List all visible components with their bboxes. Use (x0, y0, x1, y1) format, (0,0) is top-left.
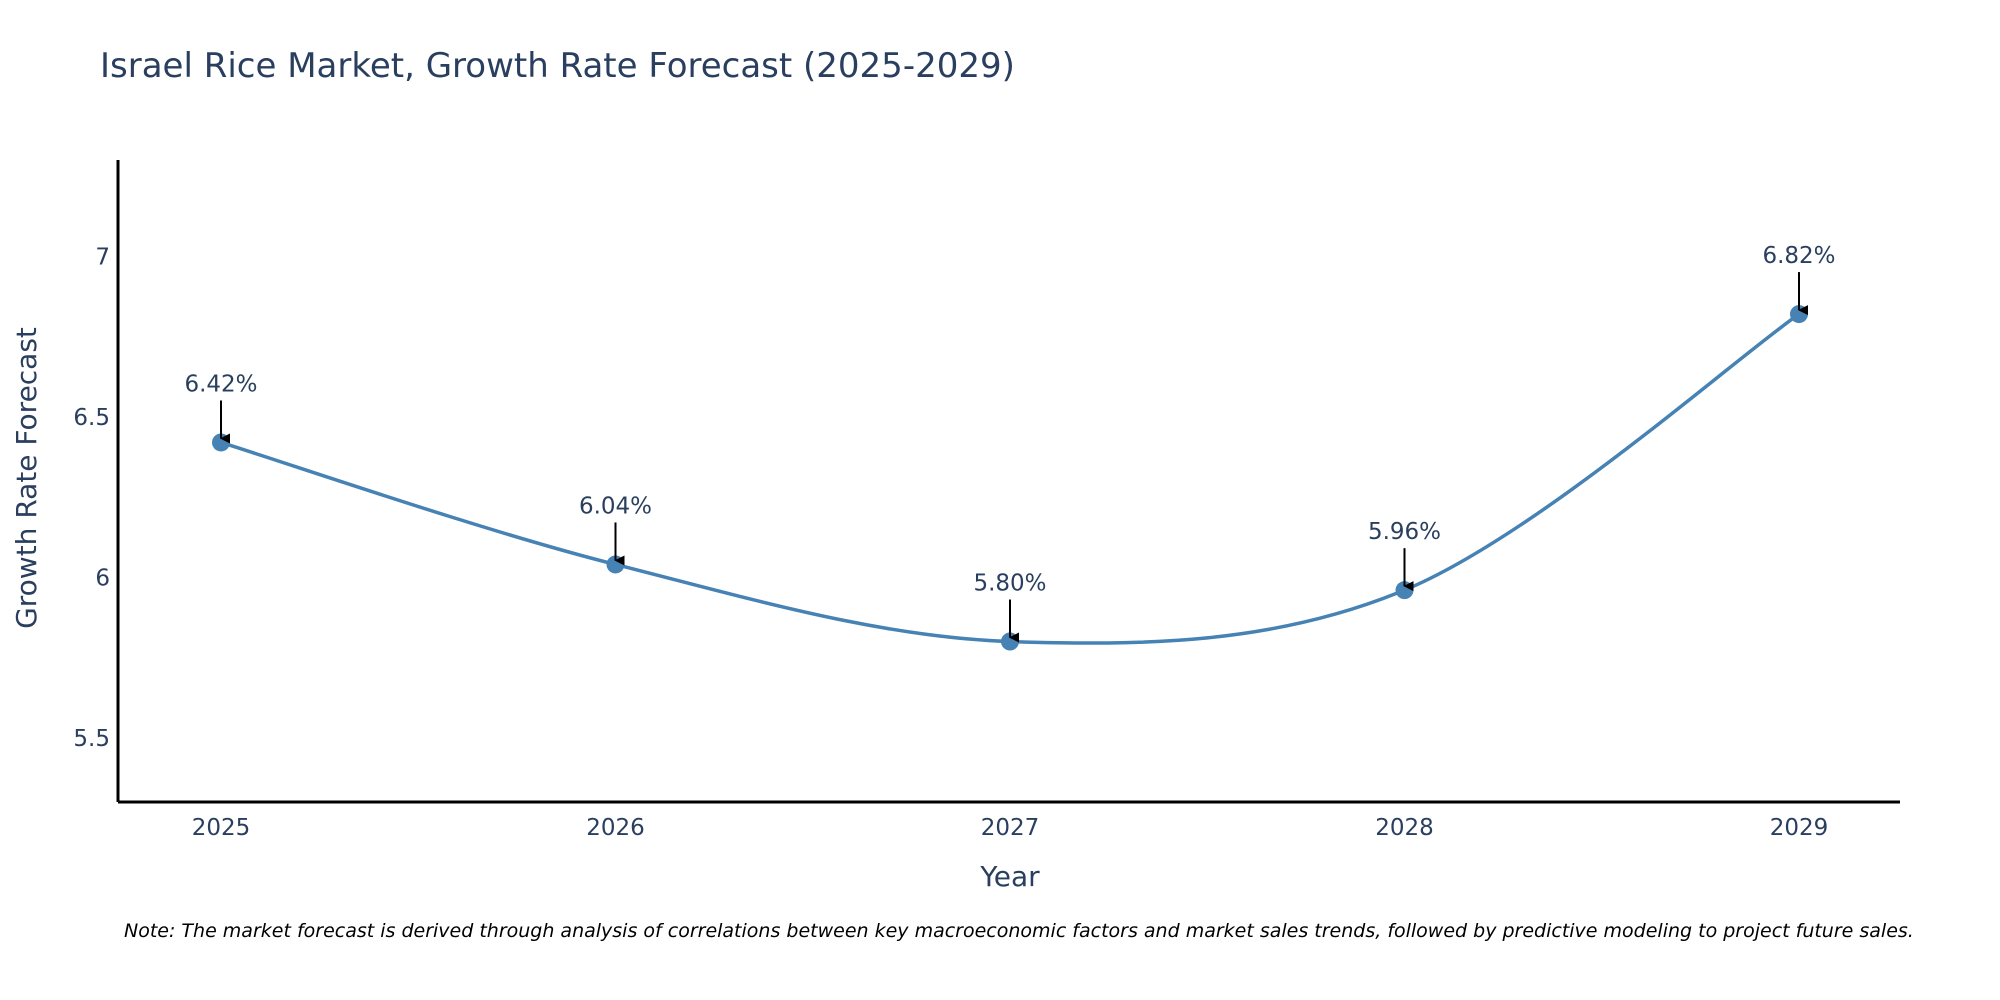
y-tick-label: 5.5 (73, 726, 110, 752)
y-tick-label: 6 (95, 565, 110, 591)
points-layer (212, 305, 1808, 651)
x-tick-label: 2027 (981, 815, 1040, 841)
y-tick-label: 6.5 (73, 405, 110, 431)
data-label: 5.80% (973, 571, 1046, 597)
y-axis-title: Growth Rate Forecast (10, 327, 43, 629)
ticks-layer: 2025 2026 2027 2028 2029 5.5 6 6.5 7 (73, 244, 1828, 841)
x-tick-label: 2026 (586, 815, 645, 841)
footnote: Note: The market forecast is derived thr… (124, 920, 1914, 942)
data-label: 6.42% (184, 371, 257, 397)
x-tick-label: 2029 (1770, 815, 1829, 841)
x-tick-label: 2028 (1375, 815, 1434, 841)
chart-title: Israel Rice Market, Growth Rate Forecast… (100, 46, 1015, 86)
labels-layer: 6.42% 6.04% 5.80% 5.96% 6.82% (184, 243, 1836, 643)
y-tick-label: 7 (95, 244, 110, 270)
data-label: 5.96% (1368, 519, 1441, 545)
data-label: 6.82% (1762, 243, 1835, 269)
data-label: 6.04% (579, 493, 652, 519)
axes-layer (116, 160, 1900, 804)
x-axis-title: Year (979, 860, 1040, 893)
x-tick-label: 2025 (192, 815, 251, 841)
